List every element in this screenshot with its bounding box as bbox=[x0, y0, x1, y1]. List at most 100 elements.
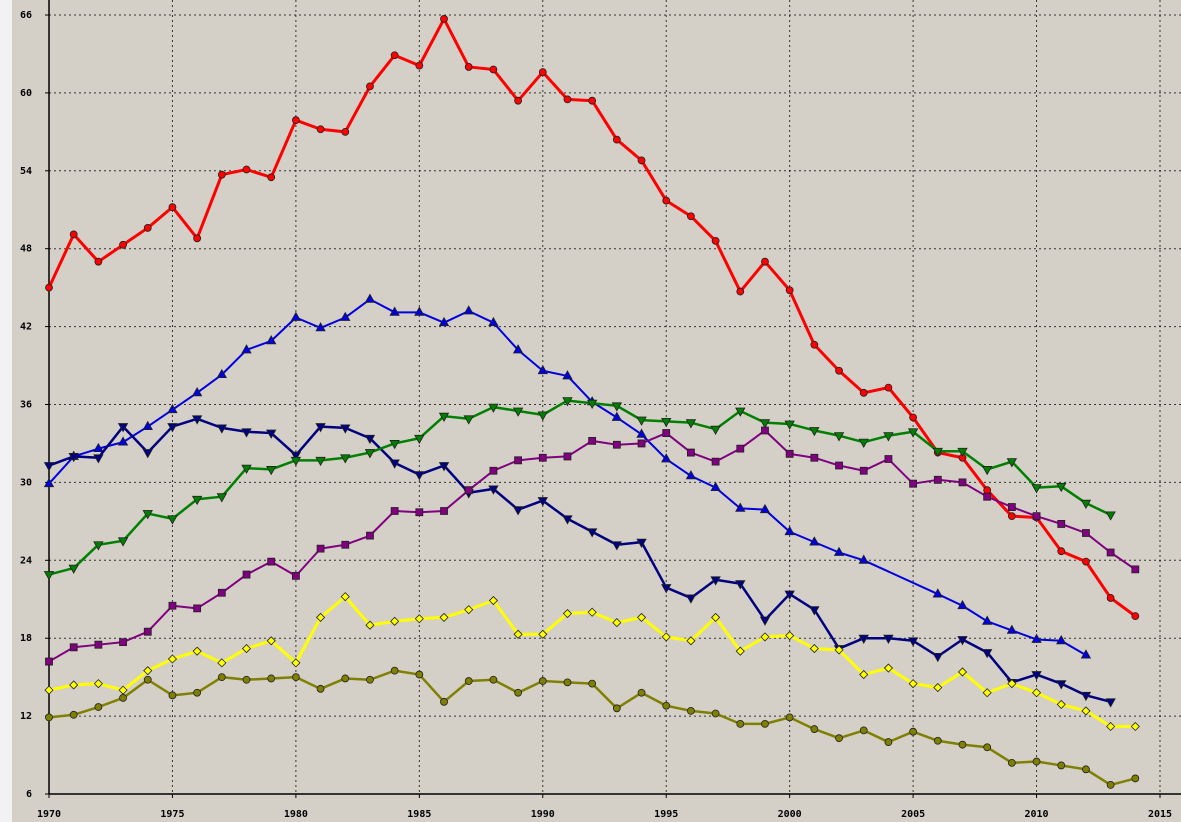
point bbox=[513, 629, 523, 639]
point bbox=[69, 643, 78, 652]
point bbox=[685, 419, 697, 429]
point bbox=[735, 646, 745, 656]
point bbox=[241, 428, 252, 438]
point bbox=[661, 417, 672, 428]
point bbox=[1080, 649, 1092, 659]
point bbox=[45, 283, 53, 292]
point bbox=[414, 614, 424, 624]
point bbox=[316, 125, 325, 134]
x-tick-label: 1980 bbox=[284, 809, 308, 820]
point bbox=[636, 416, 647, 426]
point bbox=[1032, 757, 1041, 766]
point bbox=[563, 678, 572, 687]
window-edge bbox=[0, 0, 12, 822]
x-tick-label: 1975 bbox=[160, 809, 184, 820]
point bbox=[463, 415, 474, 425]
point bbox=[341, 540, 350, 549]
point bbox=[586, 399, 598, 410]
point bbox=[315, 456, 326, 467]
point bbox=[1131, 774, 1140, 783]
point bbox=[94, 703, 103, 711]
point bbox=[193, 604, 202, 613]
point bbox=[94, 640, 103, 649]
point bbox=[241, 344, 252, 354]
point bbox=[932, 652, 943, 663]
point bbox=[217, 170, 226, 179]
point bbox=[736, 719, 745, 728]
x-tick-label: 1970 bbox=[37, 809, 61, 820]
point bbox=[1080, 499, 1092, 509]
point bbox=[390, 507, 399, 515]
point bbox=[1056, 680, 1067, 690]
point bbox=[537, 497, 548, 507]
point bbox=[488, 485, 499, 495]
x-tick-label: 1985 bbox=[407, 809, 431, 820]
point bbox=[143, 627, 152, 636]
point bbox=[389, 306, 400, 316]
point bbox=[909, 413, 918, 422]
point bbox=[883, 432, 894, 442]
point bbox=[512, 506, 524, 516]
point bbox=[636, 538, 647, 548]
point bbox=[512, 344, 524, 354]
point bbox=[316, 684, 325, 693]
point bbox=[759, 503, 771, 514]
point bbox=[414, 434, 425, 445]
point bbox=[93, 541, 104, 551]
point bbox=[859, 669, 869, 680]
point bbox=[785, 449, 794, 458]
point bbox=[489, 466, 498, 475]
point bbox=[611, 411, 623, 421]
point bbox=[810, 725, 819, 733]
point bbox=[1031, 633, 1042, 643]
point bbox=[69, 710, 78, 719]
point bbox=[440, 507, 448, 515]
y-tick-label: 54 bbox=[20, 166, 32, 177]
point bbox=[761, 719, 769, 728]
point bbox=[439, 612, 449, 622]
point bbox=[957, 636, 968, 646]
point bbox=[168, 601, 177, 610]
point bbox=[366, 531, 374, 540]
point bbox=[562, 515, 573, 525]
point bbox=[266, 429, 277, 439]
point bbox=[464, 63, 473, 71]
point bbox=[290, 311, 302, 321]
point bbox=[93, 679, 103, 689]
point bbox=[216, 493, 228, 503]
point bbox=[266, 466, 277, 476]
point bbox=[784, 420, 795, 430]
point bbox=[266, 335, 277, 345]
point bbox=[390, 51, 399, 60]
point bbox=[1106, 781, 1115, 789]
point bbox=[143, 224, 152, 232]
point bbox=[761, 426, 769, 435]
point bbox=[685, 594, 697, 604]
point bbox=[662, 429, 671, 437]
point bbox=[340, 592, 350, 602]
point bbox=[191, 495, 203, 506]
point bbox=[94, 257, 103, 266]
point bbox=[588, 436, 597, 445]
point bbox=[1082, 529, 1090, 537]
point bbox=[563, 452, 572, 461]
point bbox=[341, 674, 350, 683]
point bbox=[315, 423, 326, 433]
point bbox=[884, 455, 893, 463]
point bbox=[810, 453, 819, 462]
point bbox=[735, 502, 746, 512]
point bbox=[662, 196, 671, 205]
point bbox=[884, 383, 893, 392]
point bbox=[1031, 484, 1042, 494]
point bbox=[710, 481, 721, 491]
point bbox=[291, 116, 300, 125]
point bbox=[562, 397, 573, 407]
point bbox=[167, 403, 178, 414]
x-tick-label: 2010 bbox=[1025, 809, 1049, 820]
y-tick-label: 60 bbox=[20, 88, 32, 99]
point bbox=[983, 486, 992, 495]
point bbox=[858, 438, 869, 448]
point bbox=[366, 82, 374, 91]
